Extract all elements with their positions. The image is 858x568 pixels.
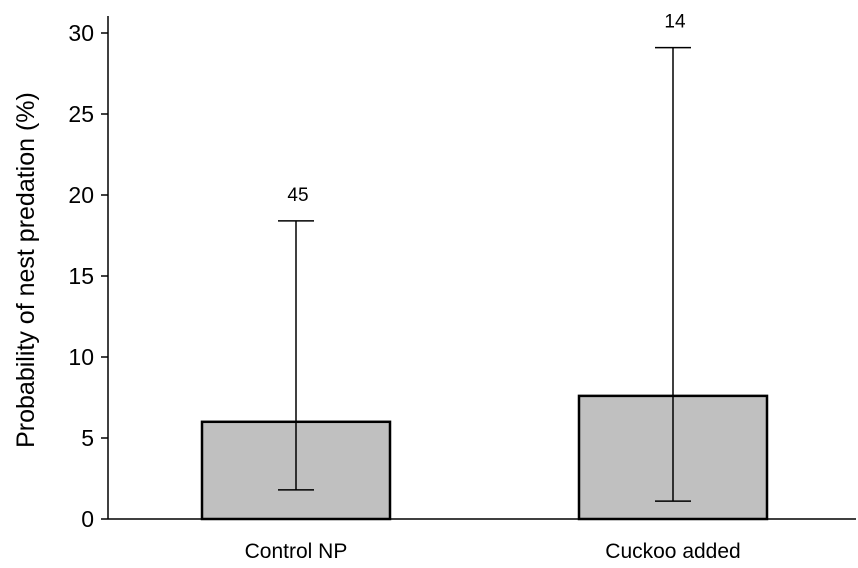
- sample-size-labels: 45 14: [287, 12, 686, 206]
- y-tick-label: 10: [68, 344, 94, 370]
- category-labels: Control NP Cuckoo added: [245, 540, 741, 563]
- y-tick-label: 30: [68, 20, 94, 46]
- sample-size-label: 14: [664, 12, 686, 33]
- y-tick-label: 25: [68, 101, 94, 127]
- category-label: Cuckoo added: [605, 540, 740, 563]
- y-tick-label: 20: [68, 182, 94, 208]
- y-axis-label: Probability of nest predation (%): [12, 92, 40, 448]
- error-bars: [278, 46, 691, 502]
- y-tick-label: 15: [68, 263, 94, 289]
- y-tick-label: 0: [81, 506, 94, 532]
- sample-size-label: 45: [287, 185, 308, 206]
- y-tick-label: 5: [81, 425, 94, 451]
- y-axis: 0 5 10 15 20 25 30: [68, 16, 109, 532]
- category-label: Control NP: [245, 540, 348, 563]
